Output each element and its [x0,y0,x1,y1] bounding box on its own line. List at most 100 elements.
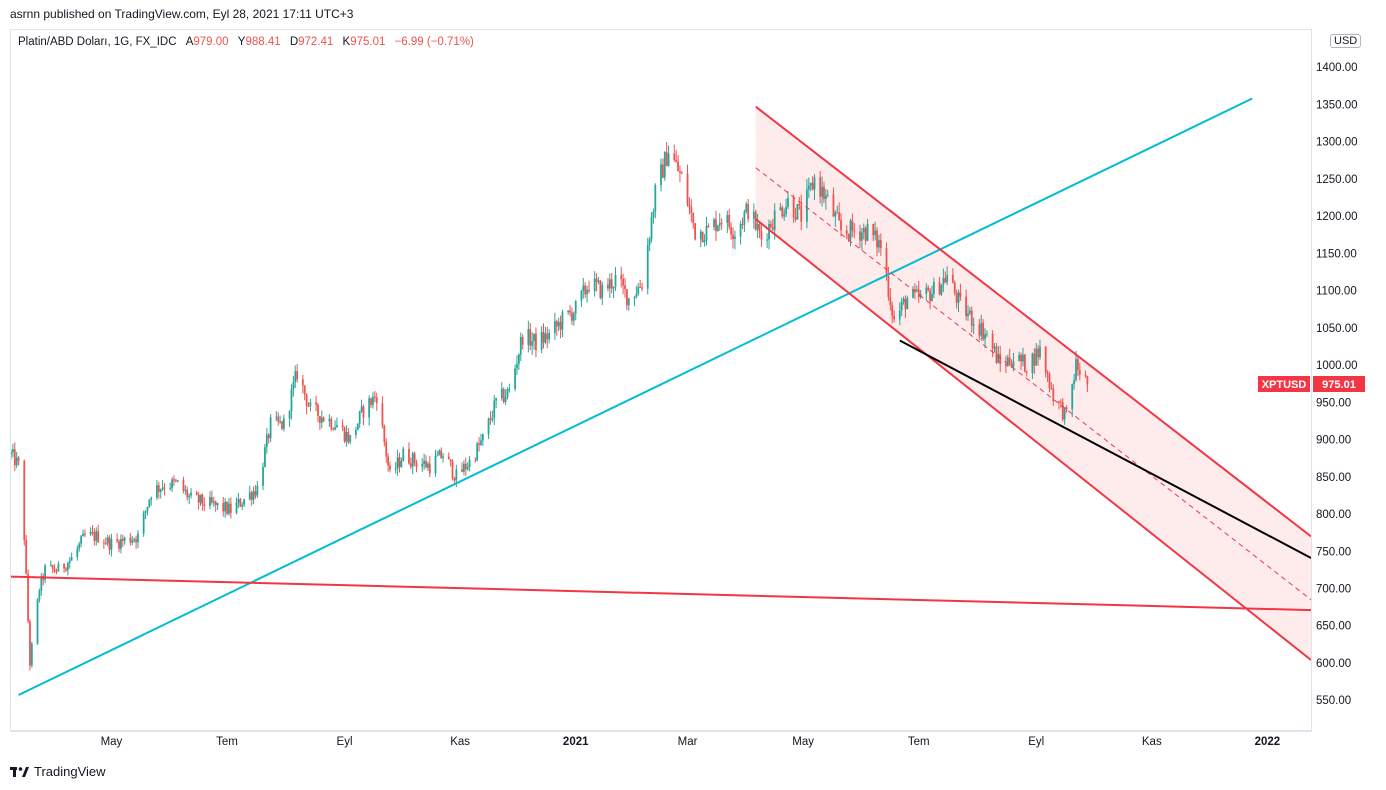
candle [555,319,558,336]
candle [78,541,81,552]
candle [375,392,378,411]
candle [463,460,465,476]
y-axis-labels: 550.00 600.00 650.00 700.00 750.00 800.00 850.… [1316,62,1358,707]
candle [186,486,189,501]
candle [766,233,769,249]
candle [301,375,304,394]
candle [434,449,437,477]
candle [502,387,505,404]
channel-upper-line[interactable] [755,105,1311,538]
candle [398,452,401,473]
candle [42,573,45,586]
candle [925,283,928,301]
candle [252,486,255,505]
candle [1039,339,1041,360]
candle [821,176,823,207]
candle [965,289,968,321]
candle [732,227,734,249]
currency-button[interactable]: USD [1330,34,1362,48]
candle [171,477,173,493]
candle [624,277,626,298]
candle [743,209,746,232]
candle [701,231,704,243]
y-tick-label: 1050.00 [1316,323,1358,335]
channel-lower-line[interactable] [755,218,1311,661]
candle [489,411,492,425]
candle [373,390,376,403]
candle [798,197,801,210]
candle [859,224,861,248]
black-support-line[interactable] [899,339,1311,559]
candle [845,225,848,240]
candle [358,410,361,429]
candle [1025,370,1028,377]
candle [675,149,678,163]
candle [27,569,29,624]
candle [787,191,789,210]
candle [673,144,676,162]
candle [169,482,172,491]
candle [726,210,729,234]
x-tick-label: Eyl [1028,736,1044,748]
candle [235,497,238,515]
candle [29,619,31,671]
candle [292,375,295,397]
candle [771,218,774,231]
candle [226,501,228,516]
ascending-support-line[interactable] [18,97,1253,696]
candle [997,345,1000,364]
candle [30,641,33,668]
candle [68,557,71,569]
candle [1035,343,1038,366]
y-tick-label: 550.00 [1316,695,1351,707]
candle [713,217,715,231]
candle [932,277,935,299]
candle [699,229,702,248]
candle [303,385,306,401]
x-tick-label: Eyl [337,736,353,748]
candle [728,209,731,230]
candle [667,145,670,167]
candle [203,497,206,512]
candle [201,493,204,511]
candle [334,420,336,431]
candle [851,213,854,238]
candle [320,410,323,429]
candle [756,213,759,239]
candle [929,288,931,310]
candle [970,306,973,333]
y-tick-label: 650.00 [1316,621,1351,633]
candle [25,534,28,575]
candle [796,203,799,220]
candle [336,417,338,428]
candle [383,424,386,447]
candle [150,496,153,506]
time-axis-divider [10,731,1312,732]
candle [500,382,503,401]
candle [608,273,611,298]
candle [148,499,151,508]
candle [569,304,571,317]
candle [601,281,604,306]
candle [408,442,410,465]
candle [553,312,556,340]
candle [328,414,331,427]
candle [1086,375,1089,393]
candle [574,300,577,321]
candle [237,492,240,509]
candle [400,457,403,468]
candle [878,234,880,253]
candle [639,279,642,288]
candle [248,485,251,501]
horizontal-support-line[interactable] [11,575,1311,612]
candle [991,330,994,358]
candle [546,326,549,349]
chart-pane[interactable] [10,29,1312,731]
candle [447,452,450,460]
footer-brand[interactable]: TradingView [10,764,106,779]
candle [677,154,679,172]
candle [387,453,390,472]
candle [679,165,681,183]
channel-mid-line[interactable] [755,167,1311,601]
